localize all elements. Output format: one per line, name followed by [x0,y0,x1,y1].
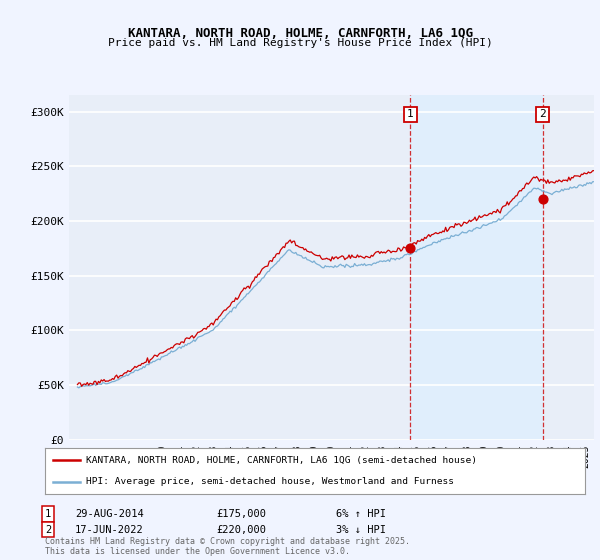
Text: 1: 1 [45,509,51,519]
Text: 3% ↓ HPI: 3% ↓ HPI [336,525,386,535]
Text: Price paid vs. HM Land Registry's House Price Index (HPI): Price paid vs. HM Land Registry's House … [107,38,493,48]
Text: 1: 1 [407,109,414,119]
Text: KANTARA, NORTH ROAD, HOLME, CARNFORTH, LA6 1QG: KANTARA, NORTH ROAD, HOLME, CARNFORTH, L… [128,27,473,40]
Point [538,194,547,203]
Text: 6% ↑ HPI: 6% ↑ HPI [336,509,386,519]
Text: 29-AUG-2014: 29-AUG-2014 [75,509,144,519]
Text: 2: 2 [539,109,546,119]
Text: HPI: Average price, semi-detached house, Westmorland and Furness: HPI: Average price, semi-detached house,… [86,477,454,486]
Bar [410,95,542,440]
Text: £175,000: £175,000 [216,509,266,519]
Text: £220,000: £220,000 [216,525,266,535]
Text: Contains HM Land Registry data © Crown copyright and database right 2025.
This d: Contains HM Land Registry data © Crown c… [45,536,410,556]
Text: 17-JUN-2022: 17-JUN-2022 [75,525,144,535]
Text: KANTARA, NORTH ROAD, HOLME, CARNFORTH, LA6 1QG (semi-detached house): KANTARA, NORTH ROAD, HOLME, CARNFORTH, L… [86,456,476,465]
Text: 2: 2 [45,525,51,535]
Point [406,244,415,253]
